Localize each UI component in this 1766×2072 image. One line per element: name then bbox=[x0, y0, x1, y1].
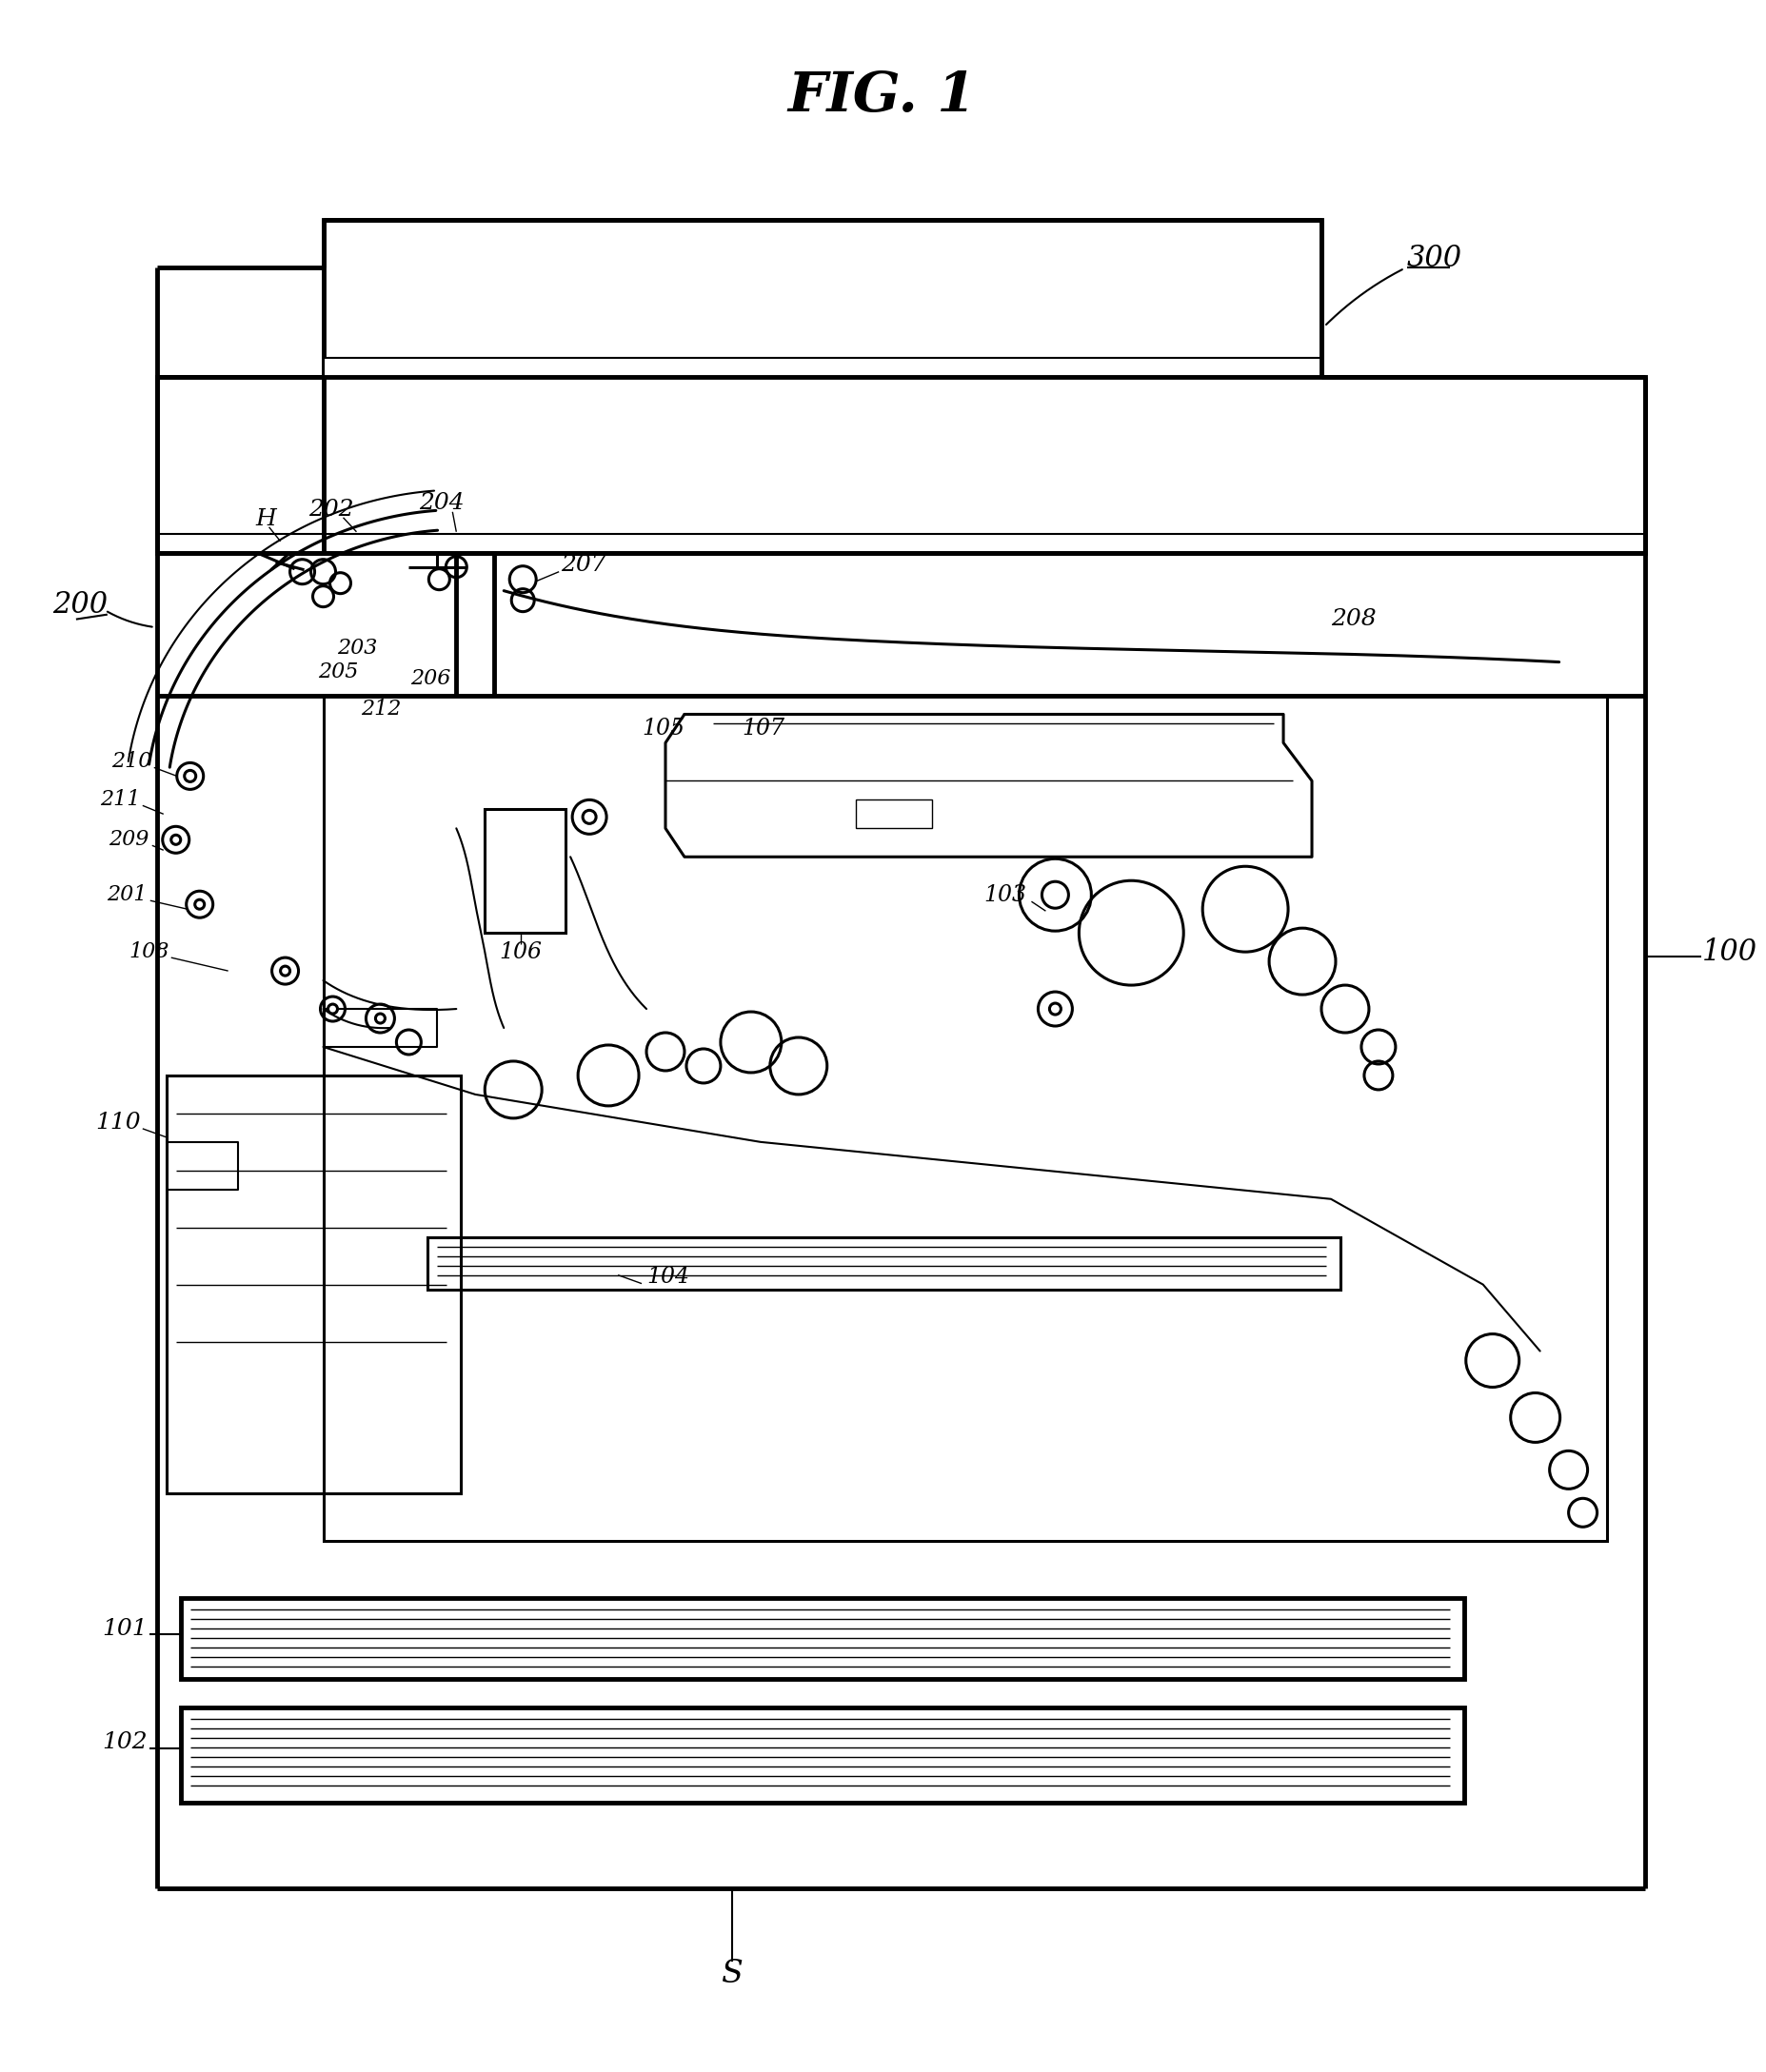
Circle shape bbox=[281, 966, 290, 976]
Bar bbox=[157, 377, 1644, 553]
Circle shape bbox=[376, 1013, 385, 1024]
Text: 105: 105 bbox=[641, 717, 683, 740]
Text: 212: 212 bbox=[360, 698, 401, 719]
Text: 101: 101 bbox=[102, 1618, 147, 1639]
Text: 208: 208 bbox=[1330, 609, 1376, 630]
Bar bbox=[323, 696, 1605, 1542]
Text: 100: 100 bbox=[1701, 937, 1755, 968]
Bar bbox=[484, 810, 565, 932]
Text: 106: 106 bbox=[500, 941, 542, 963]
Bar bbox=[180, 1598, 1464, 1678]
Circle shape bbox=[1042, 881, 1068, 908]
Text: 108: 108 bbox=[129, 941, 170, 961]
Text: S: S bbox=[721, 1958, 742, 1989]
Text: 210: 210 bbox=[111, 752, 152, 773]
Text: 202: 202 bbox=[307, 499, 353, 520]
Bar bbox=[323, 358, 1321, 377]
Text: 207: 207 bbox=[560, 553, 606, 576]
Bar bbox=[323, 220, 1321, 377]
Text: 107: 107 bbox=[742, 717, 784, 740]
Text: H: H bbox=[256, 508, 277, 530]
Text: 110: 110 bbox=[95, 1113, 141, 1133]
Text: 201: 201 bbox=[108, 885, 147, 905]
Bar bbox=[855, 800, 931, 829]
Bar bbox=[166, 1075, 461, 1494]
Text: FIG. 1: FIG. 1 bbox=[788, 70, 977, 124]
Text: 203: 203 bbox=[337, 638, 378, 659]
Text: 209: 209 bbox=[109, 829, 148, 850]
Text: 200: 200 bbox=[51, 591, 108, 620]
Text: 103: 103 bbox=[984, 885, 1026, 905]
Circle shape bbox=[583, 810, 595, 823]
Circle shape bbox=[194, 899, 205, 910]
Text: 211: 211 bbox=[101, 789, 141, 810]
Bar bbox=[427, 1237, 1340, 1289]
Circle shape bbox=[171, 835, 180, 845]
Text: 102: 102 bbox=[102, 1732, 147, 1753]
Text: 104: 104 bbox=[646, 1266, 689, 1289]
Circle shape bbox=[328, 1005, 337, 1013]
Bar bbox=[180, 1707, 1464, 1803]
Text: 204: 204 bbox=[419, 493, 464, 514]
Text: 206: 206 bbox=[410, 667, 450, 688]
Text: 300: 300 bbox=[1406, 242, 1462, 274]
Circle shape bbox=[1049, 1003, 1060, 1015]
Text: 205: 205 bbox=[318, 661, 358, 682]
Circle shape bbox=[184, 771, 196, 781]
